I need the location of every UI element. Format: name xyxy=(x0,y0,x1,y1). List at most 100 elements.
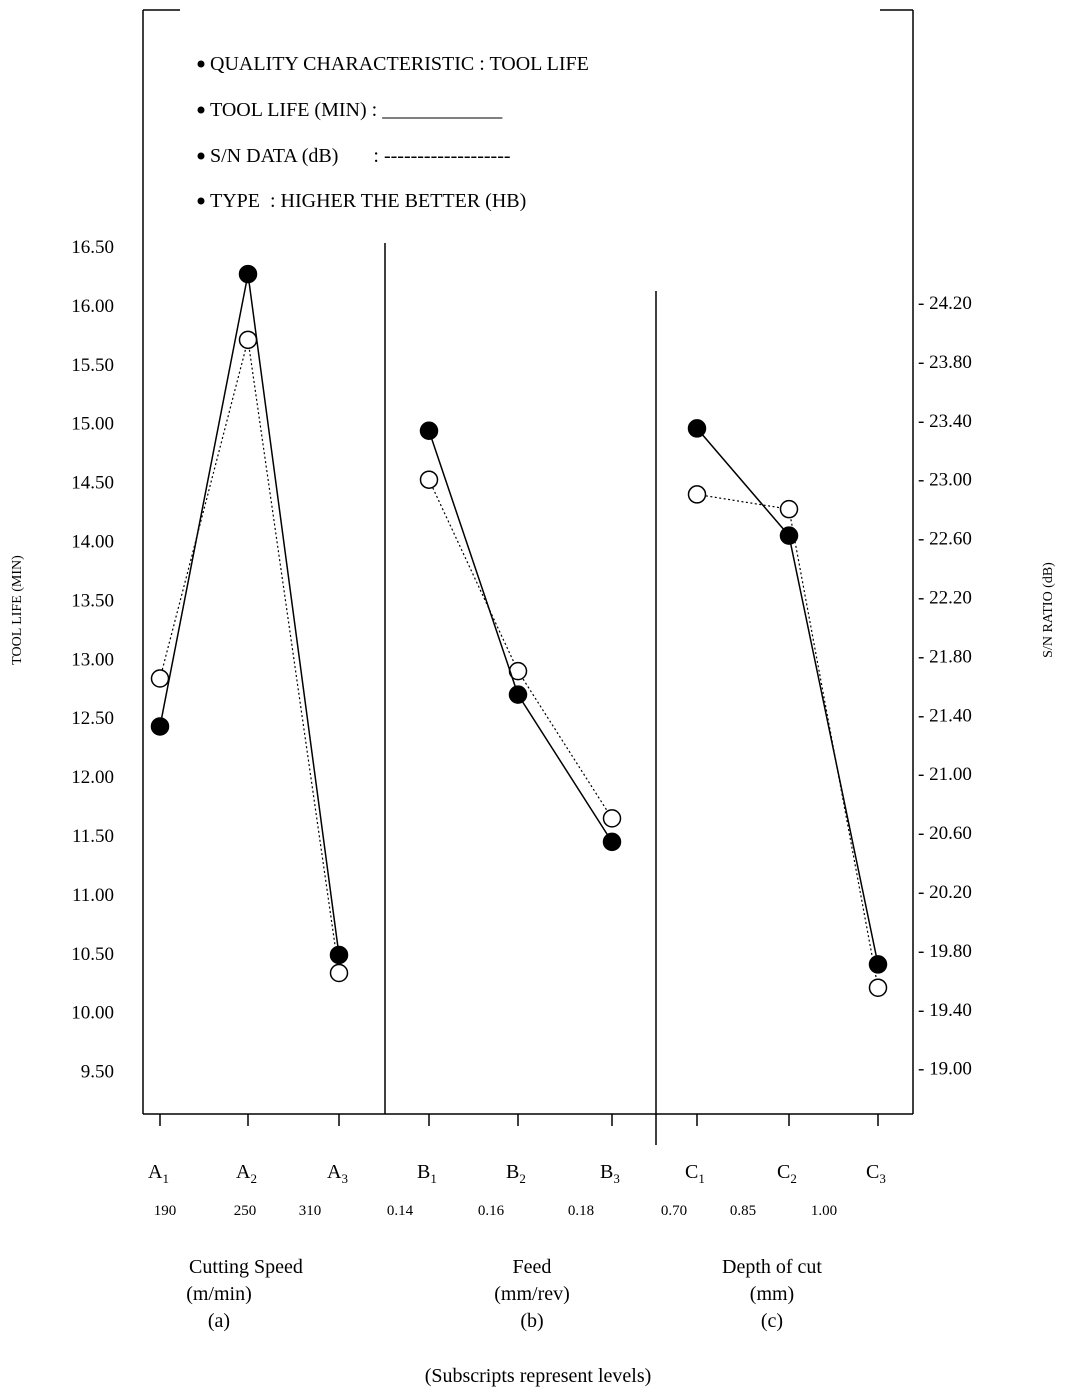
sn-point xyxy=(687,485,707,504)
level-value-label: 0.14 xyxy=(387,1203,414,1219)
level-value-labels: 190 250 310 0.14 0.16 0.18 0.70 0.85 1.00 xyxy=(154,1203,837,1219)
tool-life-point xyxy=(687,419,707,438)
right-tick-label: - 21.40 xyxy=(918,705,972,726)
sn-line-b xyxy=(428,479,613,819)
left-tick-label: 11.00 xyxy=(72,885,114,906)
category-label: B1 xyxy=(417,1161,437,1186)
left-tick-label: 9.50 xyxy=(81,1062,114,1083)
sn-point xyxy=(419,470,439,489)
sn-point xyxy=(868,978,888,997)
tool-life-point xyxy=(779,526,799,545)
legend-bullet xyxy=(197,152,205,160)
level-value-label: 0.16 xyxy=(478,1203,505,1219)
group-labels: Cutting Speed (m/min) (a) Feed (mm/rev) … xyxy=(186,1256,822,1332)
right-tick-label: - 22.20 xyxy=(918,588,972,609)
level-value-label: 1.00 xyxy=(811,1203,837,1219)
left-tick-label: 11.50 xyxy=(72,826,114,847)
group-tag-b: (b) xyxy=(520,1310,543,1332)
legend-bullet xyxy=(197,60,205,68)
category-label: A2 xyxy=(236,1161,257,1186)
level-value-label: 0.70 xyxy=(661,1203,687,1219)
right-tick-label: - 21.00 xyxy=(918,764,972,785)
category-label: B2 xyxy=(506,1161,526,1186)
right-tick-label: - 23.00 xyxy=(918,470,972,491)
legend: QUALITY CHARACTERISTIC : TOOL LIFE TOOL … xyxy=(197,53,589,212)
left-tick-label: 10.00 xyxy=(71,1003,114,1024)
category-label: B3 xyxy=(600,1161,620,1186)
legend-bullet xyxy=(197,106,205,114)
sn-line-c xyxy=(696,493,879,988)
left-tick-label: 13.50 xyxy=(71,590,114,611)
right-tick-label: - 23.80 xyxy=(918,352,972,373)
level-value-label: 0.85 xyxy=(730,1203,756,1219)
category-label: A3 xyxy=(327,1161,348,1186)
tool-life-point xyxy=(329,945,349,965)
footnote: (Subscripts represent levels) xyxy=(425,1365,652,1387)
right-tick-label: - 19.80 xyxy=(918,941,972,962)
category-label: C3 xyxy=(866,1161,886,1186)
sn-point xyxy=(329,963,349,983)
legend-item-type: TYPE : HIGHER THE BETTER (HB) xyxy=(210,190,526,212)
x-axis-ticks xyxy=(159,1114,879,1126)
right-tick-label: - 20.20 xyxy=(918,882,972,903)
tool-life-point xyxy=(508,685,528,704)
left-tick-label: 14.50 xyxy=(71,473,114,494)
right-axis-title: S/N RATIO (dB) xyxy=(1041,562,1056,658)
level-value-label: 250 xyxy=(234,1203,257,1219)
left-tick-label: 10.50 xyxy=(71,944,114,965)
group-unit-a: (m/min) xyxy=(186,1283,252,1305)
sn-point xyxy=(150,669,170,688)
left-tick-label: 16.00 xyxy=(71,296,114,317)
right-tick-label: - 19.40 xyxy=(918,1000,972,1021)
category-label: A1 xyxy=(148,1161,169,1186)
right-tick-label: - 24.20 xyxy=(918,293,972,314)
frame xyxy=(142,9,914,1145)
tool-life-point xyxy=(150,717,170,736)
category-label: C1 xyxy=(685,1161,705,1186)
sn-line-a xyxy=(159,339,340,974)
right-axis-ticks: - 24.20 - 23.80 - 23.40 - 23.00 - 22.60 - 22.… xyxy=(918,293,972,1080)
legend-bullet xyxy=(197,197,205,205)
group-unit-b: (mm/rev) xyxy=(494,1283,570,1305)
left-tick-label: 15.00 xyxy=(71,414,114,435)
left-tick-label: 15.50 xyxy=(71,355,114,376)
level-value-label: 310 xyxy=(299,1203,322,1219)
level-value-label: 0.18 xyxy=(568,1203,594,1219)
sn-point xyxy=(238,330,258,350)
tool-life-line-b xyxy=(428,430,613,843)
level-value-label: 190 xyxy=(154,1203,177,1219)
sn-point xyxy=(779,499,799,519)
tool-life-point xyxy=(419,421,439,441)
right-tick-label: - 19.00 xyxy=(918,1059,972,1080)
group-tag-c: (c) xyxy=(761,1310,783,1332)
legend-item-tool-life: TOOL LIFE (MIN) : ____________ xyxy=(210,99,503,121)
right-tick-label: - 20.60 xyxy=(918,823,972,844)
group-tag-a: (a) xyxy=(208,1310,230,1332)
tool-life-point xyxy=(868,955,888,974)
sn-point xyxy=(602,809,622,828)
group-name-c: Depth of cut xyxy=(722,1256,822,1278)
left-tick-label: 12.50 xyxy=(71,708,114,729)
tool-life-point xyxy=(238,264,258,284)
left-tick-label: 12.00 xyxy=(71,767,114,788)
tool-life-series xyxy=(150,264,888,974)
left-tick-label: 16.50 xyxy=(71,237,114,258)
legend-item-sn-data: S/N DATA (dB) : ------------------- xyxy=(210,145,511,167)
group-unit-c: (mm) xyxy=(750,1283,794,1305)
group-name-a: Cutting Speed xyxy=(189,1256,303,1278)
tool-life-line-a xyxy=(159,273,340,956)
category-label: C2 xyxy=(777,1161,797,1186)
category-labels: A1 A2 A3 B1 B2 B3 C1 C2 C3 xyxy=(148,1161,886,1186)
sn-series xyxy=(150,330,888,997)
right-tick-label: - 23.40 xyxy=(918,411,972,432)
left-axis-ticks: 16.50 16.00 15.50 15.00 14.50 14.00 13.50 13.00… xyxy=(71,237,114,1083)
right-tick-label: - 21.80 xyxy=(918,646,972,667)
right-tick-label: - 22.60 xyxy=(918,529,972,550)
left-axis-title: TOOL LIFE (MIN) xyxy=(10,555,25,665)
legend-item-quality: QUALITY CHARACTERISTIC : TOOL LIFE xyxy=(210,53,589,75)
group-name-b: Feed xyxy=(513,1256,552,1278)
tool-life-point xyxy=(602,832,622,852)
left-tick-label: 14.00 xyxy=(71,532,114,553)
left-tick-label: 13.00 xyxy=(71,649,114,670)
